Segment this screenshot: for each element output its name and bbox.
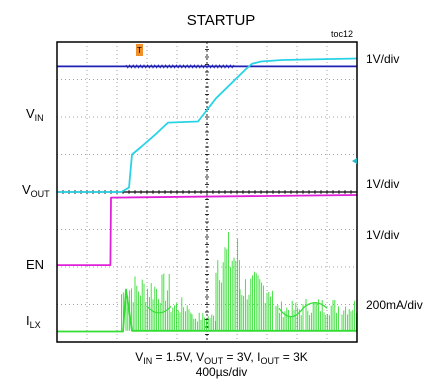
scale-label-en: 1V/div <box>366 228 400 242</box>
test-conditions: VIN = 1.5V, VOUT = 3V, IOUT = 3K <box>135 350 308 366</box>
channel-label-ilx: ILX <box>26 313 41 330</box>
trace-vout <box>57 57 358 193</box>
ground-marker-icon <box>352 158 357 164</box>
figure-id: toc12 <box>331 29 353 39</box>
channel-label-vin: VIN <box>26 106 44 123</box>
scale-label-ilx: 200mA/div <box>366 298 423 312</box>
scope-traces <box>57 57 358 333</box>
channel-label-vout: VOUT <box>22 182 50 199</box>
trigger-marker: T <box>136 44 143 56</box>
channel-label-en: EN <box>26 257 45 272</box>
trace-vin-ripple <box>125 64 235 69</box>
chart-title: STARTUP <box>187 12 256 29</box>
ilx-envelope <box>146 302 328 318</box>
scope-frame <box>56 41 358 343</box>
timebase-label: 400µs/div <box>195 365 248 379</box>
scale-label-vin: 1V/div <box>366 52 400 66</box>
trace-en <box>57 194 358 266</box>
scale-label-vout: 1V/div <box>366 177 400 191</box>
trace-ilx <box>57 288 357 333</box>
svg-text:T: T <box>137 46 142 55</box>
